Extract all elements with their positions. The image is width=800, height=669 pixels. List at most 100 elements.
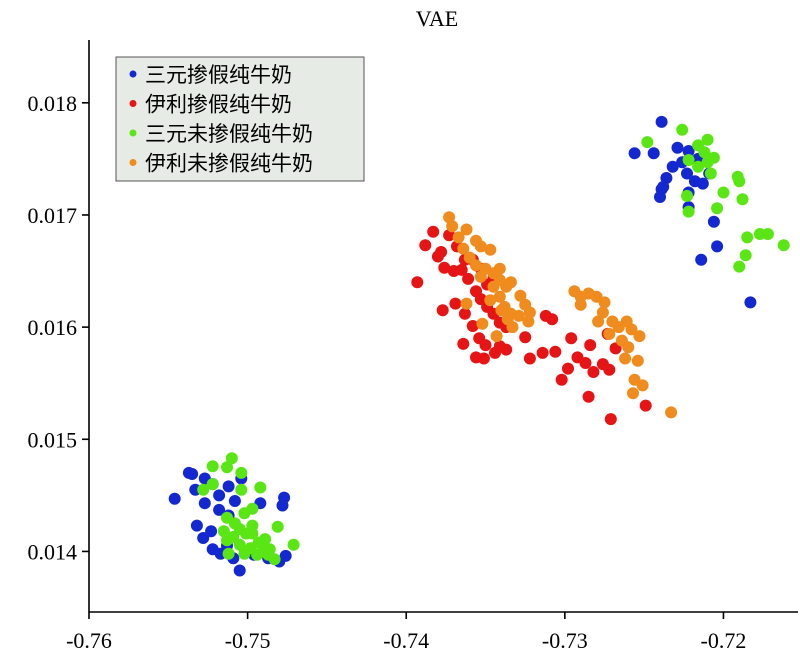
data-point — [696, 177, 709, 190]
data-point — [198, 497, 211, 510]
data-point — [582, 390, 595, 403]
data-point — [733, 260, 746, 273]
data-point — [512, 309, 525, 322]
data-point — [711, 202, 724, 215]
data-point — [186, 468, 199, 480]
data-point — [446, 220, 459, 233]
data-point — [603, 363, 616, 376]
data-point — [460, 223, 473, 236]
data-point — [222, 480, 235, 493]
data-point — [246, 527, 259, 540]
data-point — [741, 231, 754, 244]
data-point — [484, 243, 497, 256]
data-point — [777, 239, 790, 252]
data-point — [500, 343, 513, 356]
data-point — [622, 341, 635, 354]
data-point — [435, 246, 448, 258]
data-point — [579, 357, 592, 369]
data-point — [562, 362, 574, 375]
data-point — [235, 483, 248, 496]
data-point — [592, 315, 605, 328]
data-point — [701, 156, 714, 169]
data-point — [197, 483, 210, 496]
data-point — [228, 495, 241, 507]
data-point — [476, 317, 489, 330]
data-point — [427, 225, 440, 238]
data-point — [633, 330, 646, 343]
data-point — [636, 379, 649, 392]
data-point — [470, 259, 482, 272]
data-point — [596, 306, 609, 319]
legend-label: 伊利未掺假纯牛奶 — [145, 152, 313, 176]
data-point — [246, 502, 259, 515]
data-point — [744, 296, 757, 309]
data-point — [222, 547, 235, 560]
data-point — [268, 553, 281, 566]
data-point — [235, 466, 248, 479]
data-point — [546, 313, 559, 326]
data-point — [628, 147, 641, 160]
legend-label: 三元掺假纯牛奶 — [145, 63, 292, 87]
data-point — [221, 534, 233, 547]
chart-title: VAE — [416, 6, 458, 31]
data-point — [271, 520, 284, 533]
data-point — [457, 242, 470, 255]
y-tick-label: 0.017 — [28, 203, 78, 228]
data-point — [287, 538, 300, 551]
data-point — [436, 304, 449, 317]
data-point — [519, 331, 532, 344]
data-point — [536, 346, 549, 359]
data-point — [698, 146, 711, 159]
data-point — [665, 406, 678, 419]
data-point — [733, 175, 746, 188]
data-point — [707, 215, 720, 228]
data-point — [474, 270, 487, 283]
data-point — [514, 289, 527, 302]
data-point — [736, 193, 749, 206]
data-point — [701, 133, 714, 146]
data-point — [681, 189, 693, 202]
data-point — [205, 525, 218, 538]
data-point — [213, 503, 226, 516]
data-point — [523, 352, 536, 365]
data-point — [466, 320, 479, 332]
data-point — [419, 239, 432, 252]
data-point — [477, 352, 490, 365]
data-point — [625, 323, 638, 336]
data-point — [462, 272, 475, 285]
data-point — [455, 263, 468, 276]
data-point — [717, 186, 730, 199]
legend-box — [115, 56, 365, 182]
legend-marker — [129, 100, 137, 107]
data-point — [276, 499, 289, 512]
data-point — [233, 538, 246, 551]
legend-marker — [129, 70, 137, 78]
data-point — [655, 183, 668, 196]
data-point — [443, 229, 456, 242]
x-tick-label: -0.75 — [225, 628, 271, 653]
data-point — [655, 115, 668, 128]
data-point — [238, 547, 251, 560]
x-tick-label: -0.74 — [383, 628, 429, 653]
data-point — [493, 262, 506, 275]
data-point — [279, 549, 292, 562]
data-point — [574, 298, 587, 311]
x-tick-label: -0.73 — [542, 628, 588, 653]
data-point — [221, 461, 233, 474]
data-point — [506, 321, 519, 334]
data-point — [523, 306, 536, 319]
y-tick-label: 0.018 — [28, 91, 78, 116]
series-4 — [443, 211, 678, 419]
y-tick-label: 0.016 — [28, 315, 78, 340]
data-point — [604, 413, 617, 426]
data-point — [484, 294, 497, 307]
legend-label: 伊利掺假纯牛奶 — [145, 93, 292, 117]
axes: -0.76 -0.75 -0.74 -0.73 -0.72 0.014 0.015 0.016… — [28, 40, 798, 653]
data-point — [641, 136, 654, 149]
data-point — [460, 297, 473, 310]
data-points — [168, 115, 790, 577]
data-point — [257, 540, 270, 553]
